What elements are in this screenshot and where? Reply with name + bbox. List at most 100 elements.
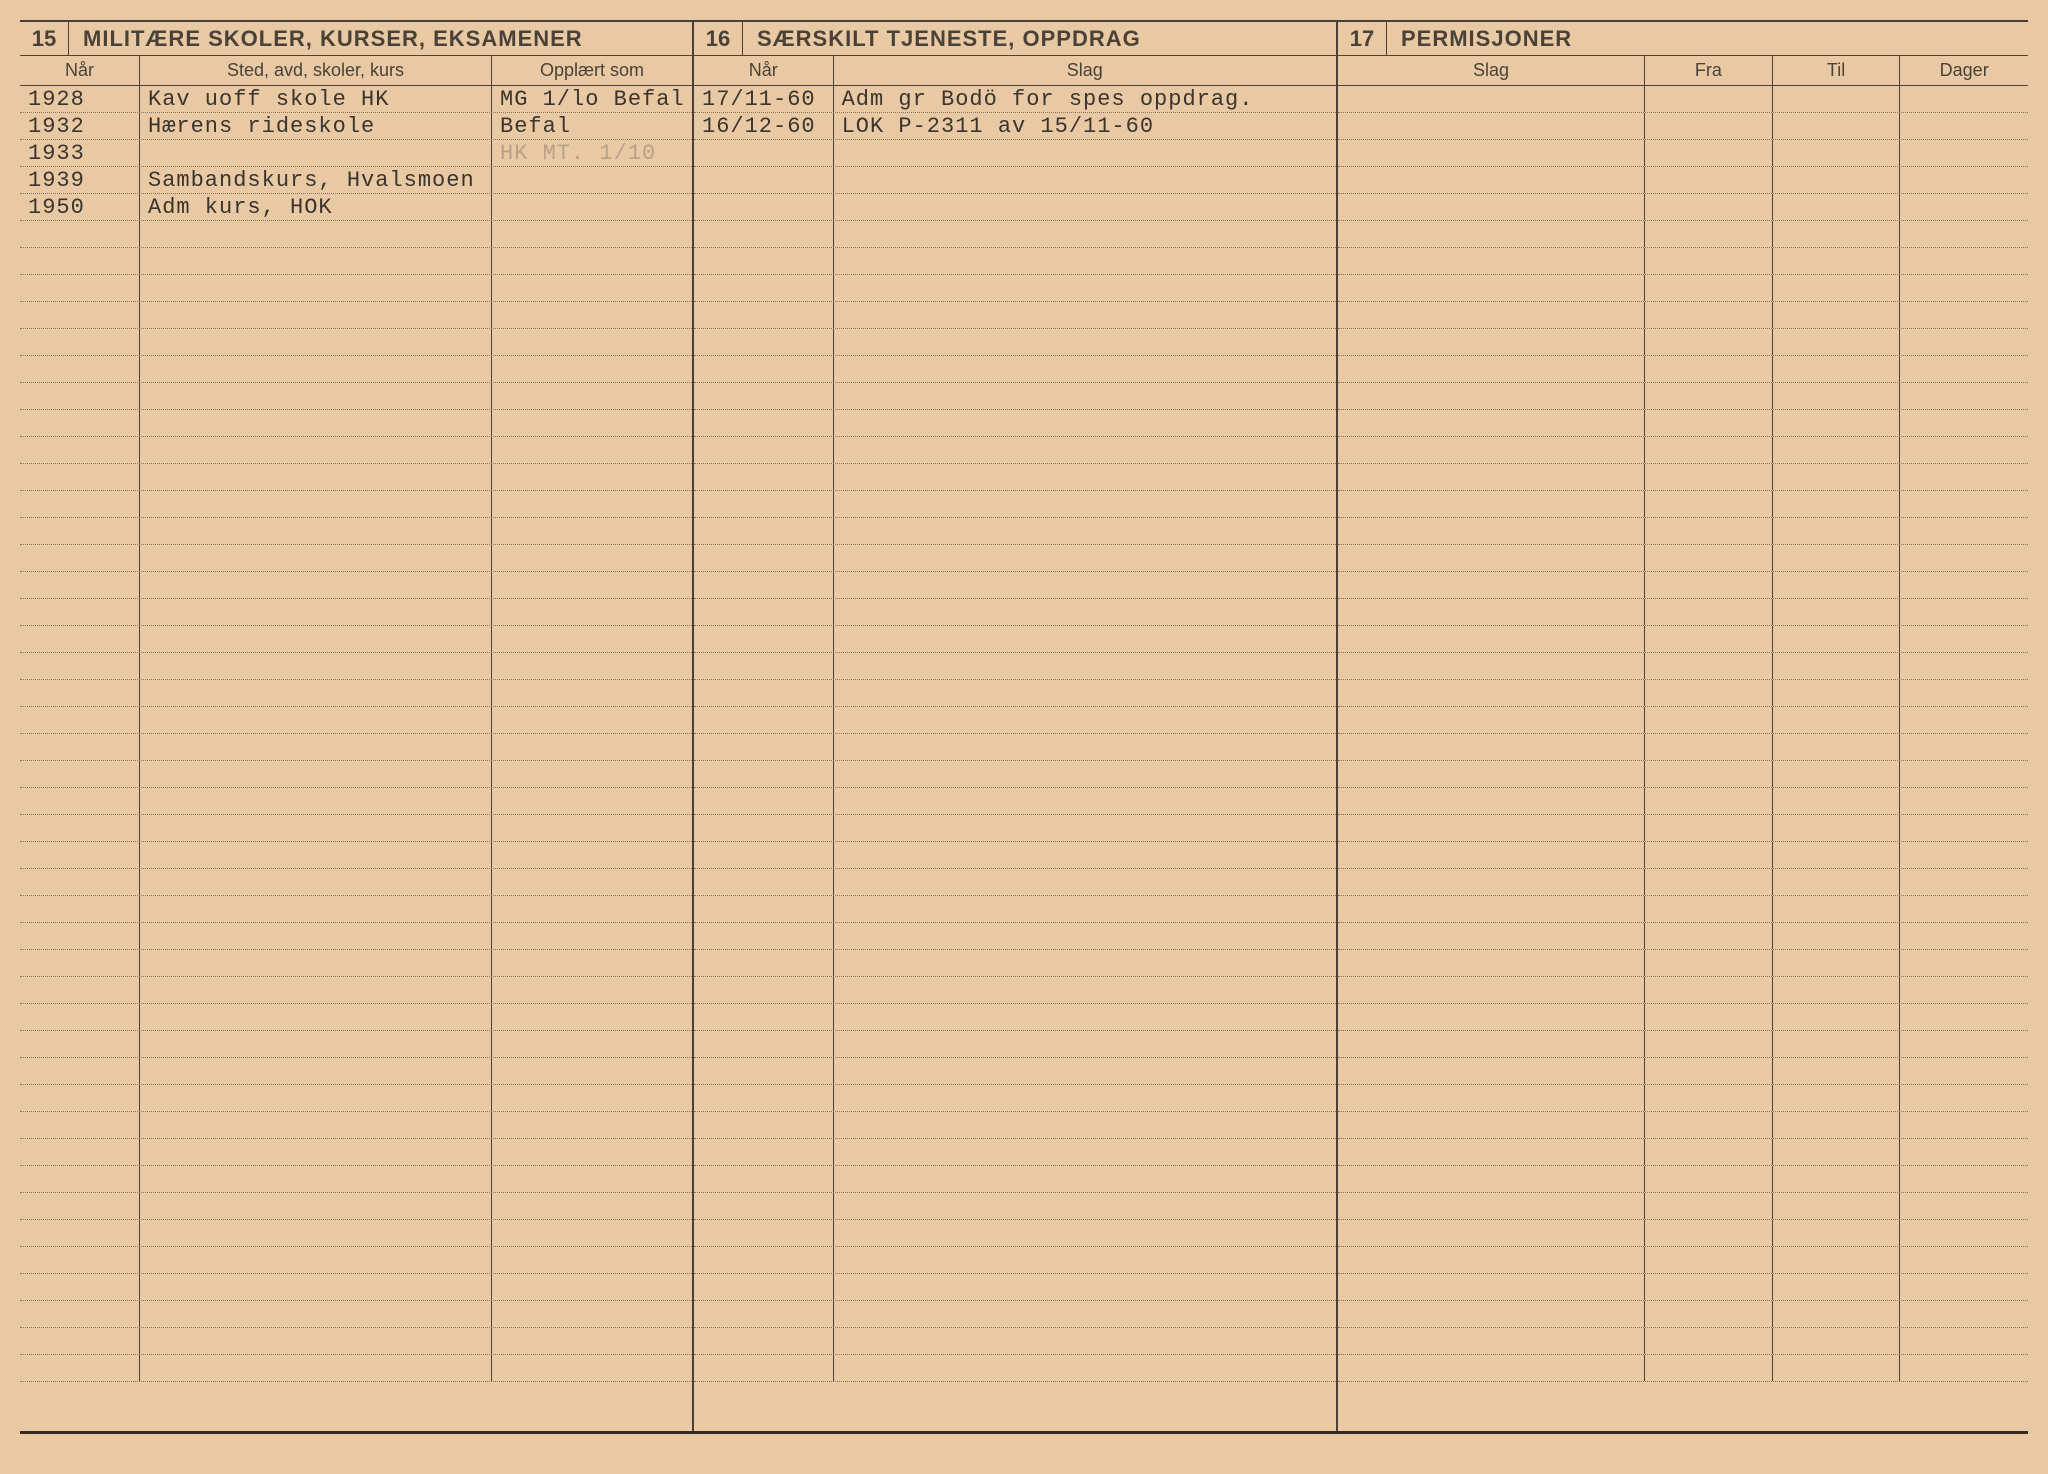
table-cell xyxy=(1645,707,1773,733)
table-row xyxy=(20,599,692,626)
table-cell xyxy=(694,1139,834,1165)
table-row xyxy=(694,950,1336,977)
table-cell xyxy=(140,869,492,895)
table-cell xyxy=(1645,194,1773,220)
table-row xyxy=(20,734,692,761)
table-row xyxy=(1338,491,2028,518)
table-cell xyxy=(1773,383,1901,409)
table-row xyxy=(694,1112,1336,1139)
table-row xyxy=(1338,410,2028,437)
table-cell xyxy=(1645,410,1773,436)
table-row xyxy=(1338,896,2028,923)
table-row xyxy=(694,167,1336,194)
table-row xyxy=(1338,329,2028,356)
table-cell xyxy=(140,302,492,328)
table-cell xyxy=(834,1274,1336,1300)
table-cell xyxy=(1773,923,1901,949)
table-cell xyxy=(20,1004,140,1030)
table-cell xyxy=(1773,275,1901,301)
table-cell xyxy=(140,248,492,274)
table-cell xyxy=(1645,275,1773,301)
table-cell xyxy=(694,977,834,1003)
table-row xyxy=(20,302,692,329)
table-cell xyxy=(694,599,834,625)
table-cell xyxy=(1338,1274,1645,1300)
table-cell xyxy=(20,923,140,949)
table-cell xyxy=(1900,275,2028,301)
table-row xyxy=(20,869,692,896)
table-row xyxy=(20,1274,692,1301)
table-cell xyxy=(694,410,834,436)
table-cell xyxy=(694,167,834,193)
table-row xyxy=(694,545,1336,572)
table-cell xyxy=(1338,1301,1645,1327)
table-cell xyxy=(1338,1112,1645,1138)
table-cell xyxy=(834,383,1336,409)
table-cell xyxy=(1645,1193,1773,1219)
table-row xyxy=(1338,140,2028,167)
table-cell xyxy=(1773,437,1901,463)
table-row xyxy=(1338,437,2028,464)
table-cell xyxy=(1773,1247,1901,1273)
table-row xyxy=(20,653,692,680)
table-row xyxy=(1338,815,2028,842)
table-cell xyxy=(1773,788,1901,814)
table-cell xyxy=(1900,923,2028,949)
table-row xyxy=(20,437,692,464)
table-row xyxy=(694,1193,1336,1220)
table-cell xyxy=(694,1301,834,1327)
table-cell xyxy=(492,437,692,463)
table-cell xyxy=(694,815,834,841)
table-row xyxy=(694,1031,1336,1058)
col-header-til: Til xyxy=(1773,56,1901,85)
table-row xyxy=(694,275,1336,302)
table-cell xyxy=(1645,1220,1773,1246)
table-cell xyxy=(1645,140,1773,166)
table-cell xyxy=(834,302,1336,328)
table-cell xyxy=(834,356,1336,382)
table-row xyxy=(694,977,1336,1004)
table-cell xyxy=(20,1301,140,1327)
table-cell xyxy=(1338,410,1645,436)
table-cell xyxy=(1900,950,2028,976)
table-cell xyxy=(492,1112,692,1138)
table-cell xyxy=(834,491,1336,517)
table-cell xyxy=(834,275,1336,301)
col-header-opplaert: Opplært som xyxy=(492,56,692,85)
table-row xyxy=(694,815,1336,842)
table-cell xyxy=(140,1058,492,1084)
table-cell xyxy=(1773,1328,1901,1354)
table-cell xyxy=(20,950,140,976)
table-cell xyxy=(1900,680,2028,706)
table-cell xyxy=(492,626,692,652)
table-cell xyxy=(694,761,834,787)
table-cell xyxy=(1900,761,2028,787)
table-cell xyxy=(1773,599,1901,625)
table-cell xyxy=(1900,140,2028,166)
table-row xyxy=(1338,572,2028,599)
table-row xyxy=(20,815,692,842)
table-row xyxy=(1338,275,2028,302)
table-cell xyxy=(140,356,492,382)
table-cell xyxy=(1900,464,2028,490)
section-15-subheader: Når Sted, avd, skoler, kurs Opplært som xyxy=(20,56,692,86)
table-cell xyxy=(834,329,1336,355)
table-cell xyxy=(20,896,140,922)
table-cell xyxy=(694,707,834,733)
table-cell xyxy=(1773,140,1901,166)
table-cell xyxy=(1338,1355,1645,1381)
table-cell xyxy=(1645,896,1773,922)
table-row xyxy=(694,1274,1336,1301)
table-cell xyxy=(20,1058,140,1084)
table-cell xyxy=(1338,275,1645,301)
section-16-title: SÆRSKILT TJENESTE, OPPDRAG xyxy=(743,26,1141,52)
table-cell xyxy=(834,869,1336,895)
table-row xyxy=(20,1328,692,1355)
table-row xyxy=(20,1193,692,1220)
table-cell xyxy=(1645,86,1773,112)
table-row xyxy=(20,788,692,815)
table-row xyxy=(694,437,1336,464)
table-cell xyxy=(1773,1301,1901,1327)
table-row xyxy=(20,329,692,356)
table-row xyxy=(20,626,692,653)
